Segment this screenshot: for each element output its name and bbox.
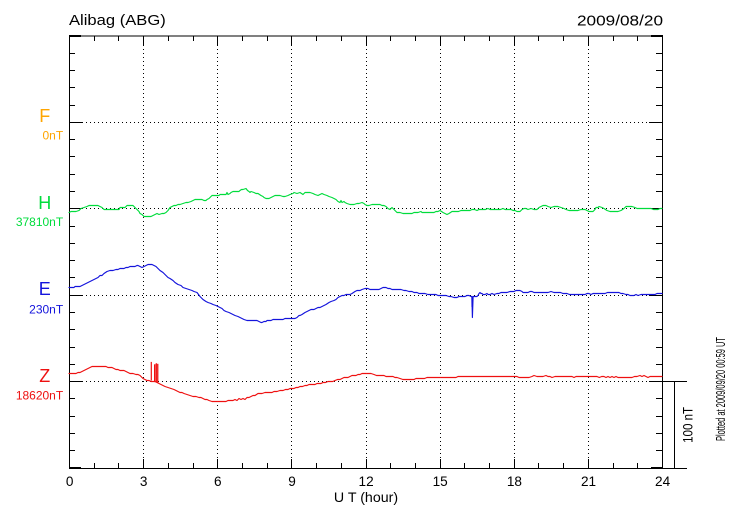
svg-text:F: F	[39, 106, 50, 126]
svg-text:18620nT: 18620nT	[16, 388, 64, 402]
svg-text:100 nT: 100 nT	[681, 407, 696, 443]
svg-text:E: E	[39, 279, 51, 299]
svg-text:0: 0	[66, 474, 74, 489]
svg-text:2009/08/20: 2009/08/20	[577, 13, 663, 30]
svg-text:3: 3	[140, 474, 148, 489]
svg-text:Alibag (ABG): Alibag (ABG)	[69, 12, 166, 29]
svg-text:Z: Z	[39, 366, 50, 386]
svg-text:H: H	[38, 193, 51, 213]
svg-text:9: 9	[288, 474, 296, 489]
svg-text:Plotted at 2009/09/20 00:59 UT: Plotted at 2009/09/20 00:59 UT	[714, 337, 728, 441]
svg-text:0nT: 0nT	[43, 129, 64, 143]
svg-text:6: 6	[214, 474, 222, 489]
svg-text:24: 24	[655, 474, 671, 489]
svg-text:230nT: 230nT	[29, 303, 64, 317]
svg-text:18: 18	[507, 474, 522, 489]
svg-text:37810nT: 37810nT	[16, 215, 64, 229]
svg-text:21: 21	[581, 474, 596, 489]
svg-text:15: 15	[433, 474, 448, 489]
svg-text:U T (hour): U T (hour)	[334, 489, 398, 505]
svg-text:12: 12	[359, 474, 374, 489]
